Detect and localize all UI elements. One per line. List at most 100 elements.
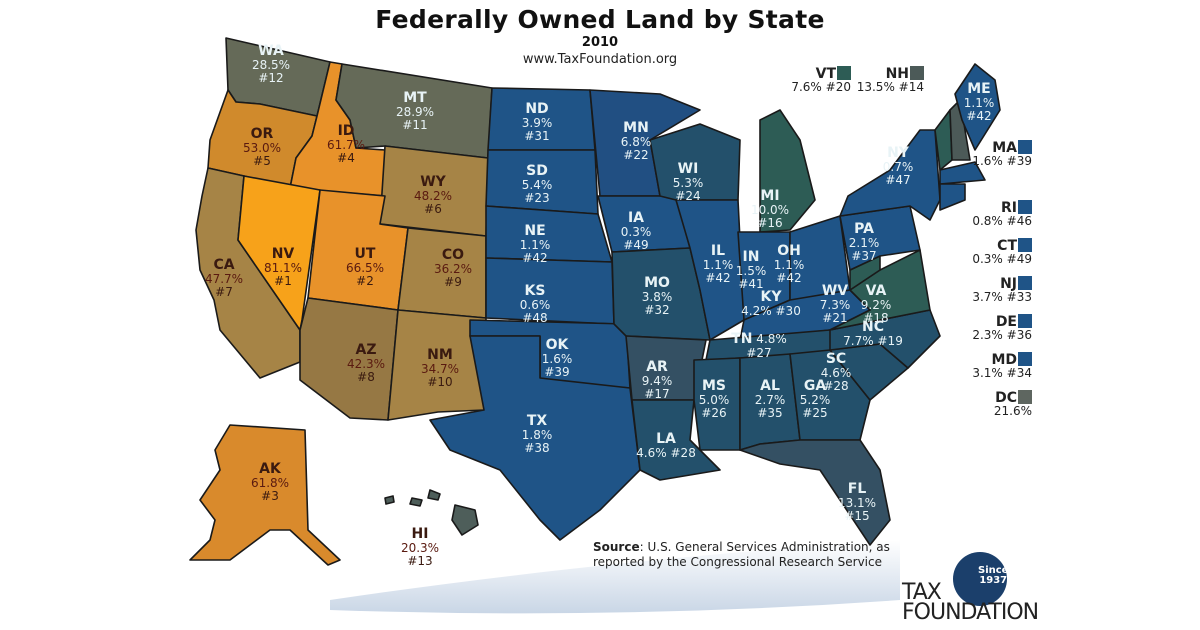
state-pct: 28.5% <box>251 58 291 72</box>
state-abbr: ND <box>525 101 549 117</box>
state-rank: #18 <box>863 311 889 325</box>
state-rank: #33 <box>1006 290 1032 304</box>
state-rank: #9 <box>444 275 462 289</box>
state-pct: 2.7% <box>754 393 786 407</box>
state-abbr: DC <box>995 390 1017 406</box>
state-rank: #35 <box>757 406 783 420</box>
state-me <box>954 63 1001 151</box>
state-rank: #5 <box>253 154 271 168</box>
state-label-oh: OH 1.1% #42 <box>774 244 805 285</box>
state-abbr: FL <box>847 481 867 497</box>
logo-tax: TAX <box>902 580 942 605</box>
state-pct: 0.8% <box>972 214 1003 228</box>
state-abbr: VA <box>865 283 887 299</box>
state-pct: 2.1% <box>848 236 880 250</box>
state-abbr: KS <box>524 283 546 299</box>
state-label-ky: KY 4.2% #30 <box>741 290 801 318</box>
source-text: : U.S. General Services Administration, … <box>593 540 890 569</box>
state-label-al: AL 2.7% #35 <box>755 379 786 420</box>
state-abbr: AZ <box>355 342 377 358</box>
state-nh <box>949 99 971 161</box>
state-abbr: AK <box>259 461 281 477</box>
state-label-sd: SD 5.4% #23 <box>522 164 553 205</box>
state-rank: #28 <box>823 379 849 393</box>
state-rank: #21 <box>822 311 848 325</box>
state-abbr: PA <box>854 221 874 237</box>
state-rank: #8 <box>357 370 375 384</box>
state-label-ks: KS 0.6% #48 <box>520 284 551 325</box>
state-nm <box>387 309 487 421</box>
state-label-wi: WI 5.3% #24 <box>673 162 704 203</box>
state-abbr: TX <box>526 413 548 429</box>
state-abbr: OH <box>777 243 801 259</box>
small-state-ct: CT 0.3% #49 <box>972 238 1032 266</box>
state-pct: 4.8% <box>756 332 787 346</box>
state-pct: 3.8% <box>641 290 673 304</box>
small-state-vt: VT 7.6% #20 <box>791 66 851 94</box>
state-label-nc: NC 7.7% #19 <box>843 320 903 348</box>
state-rank: #30 <box>775 304 801 318</box>
color-swatch-icon <box>1018 276 1032 290</box>
state-pct: 3.7% <box>972 290 1003 304</box>
state-rank: #39 <box>544 365 570 379</box>
state-abbr: NV <box>271 246 295 262</box>
small-state-de: DE 2.3% #36 <box>972 314 1032 342</box>
state-rank: #37 <box>851 249 877 263</box>
state-abbr: MA <box>992 140 1017 156</box>
state-label-wa: WA 28.5% #12 <box>252 44 290 85</box>
state-rank: #20 <box>825 80 851 94</box>
state-pct: 28.9% <box>395 105 435 119</box>
state-pct: 1.6% <box>541 352 573 366</box>
state-abbr: RI <box>1001 200 1017 216</box>
state-pct: 5.3% <box>672 176 704 190</box>
state-pct: 0.7% <box>882 160 914 174</box>
state-pct: 0.3% <box>620 225 652 239</box>
state-abbr: WV <box>821 283 849 299</box>
state-rank: #6 <box>424 202 442 216</box>
state-pct: 7.7% <box>843 334 874 348</box>
state-pct: 61.8% <box>250 476 290 490</box>
state-ga <box>789 349 871 441</box>
state-rank: #17 <box>644 387 670 401</box>
state-abbr: NM <box>427 347 453 363</box>
state-rank: #47 <box>885 173 911 187</box>
state-abbr: ID <box>337 123 355 139</box>
state-rank: #28 <box>670 446 696 460</box>
state-label-wv: WV 7.3% #21 <box>820 284 851 325</box>
state-rank: #34 <box>1006 366 1032 380</box>
state-label-la: LA 4.6% #28 <box>636 432 696 460</box>
state-label-ok: OK 1.6% #39 <box>542 338 573 379</box>
state-rank: #10 <box>427 375 453 389</box>
color-swatch-icon <box>1018 140 1032 154</box>
state-abbr: HI <box>411 526 429 542</box>
state-pct: 1.6% <box>972 154 1003 168</box>
state-pct: 1.8% <box>521 428 553 442</box>
state-rank: #3 <box>261 489 279 503</box>
state-abbr: IN <box>742 249 760 265</box>
state-pct: 4.6% <box>820 366 852 380</box>
state-rank: #27 <box>746 346 772 360</box>
state-label-ak: AK 61.8% #3 <box>251 462 289 503</box>
state-pct: 4.2% <box>741 304 772 318</box>
state-abbr: AR <box>646 359 668 375</box>
state-label-hi: HI 20.3% #13 <box>401 527 439 568</box>
state-abbr: MT <box>403 90 427 106</box>
state-abbr: CO <box>441 247 465 263</box>
state-pct: 48.2% <box>413 189 453 203</box>
state-abbr: MN <box>623 120 649 136</box>
state-abbr: OK <box>545 337 569 353</box>
state-label-pa: PA 2.1% #37 <box>849 222 880 263</box>
state-abbr: IL <box>710 243 726 259</box>
state-ma <box>939 161 986 185</box>
state-abbr: LA <box>656 431 676 447</box>
state-pct: 34.7% <box>420 362 460 376</box>
state-pct: 7.6% <box>791 80 822 94</box>
state-pct: 5.2% <box>799 393 831 407</box>
state-rank: #49 <box>1006 252 1032 266</box>
state-rank: #46 <box>1006 214 1032 228</box>
state-pct: 9.2% <box>860 298 892 312</box>
state-rank: #42 <box>776 271 802 285</box>
state-pct: 1.1% <box>963 96 995 110</box>
state-rank: #14 <box>898 80 924 94</box>
small-state-ri: RI 0.8% #46 <box>972 200 1032 228</box>
